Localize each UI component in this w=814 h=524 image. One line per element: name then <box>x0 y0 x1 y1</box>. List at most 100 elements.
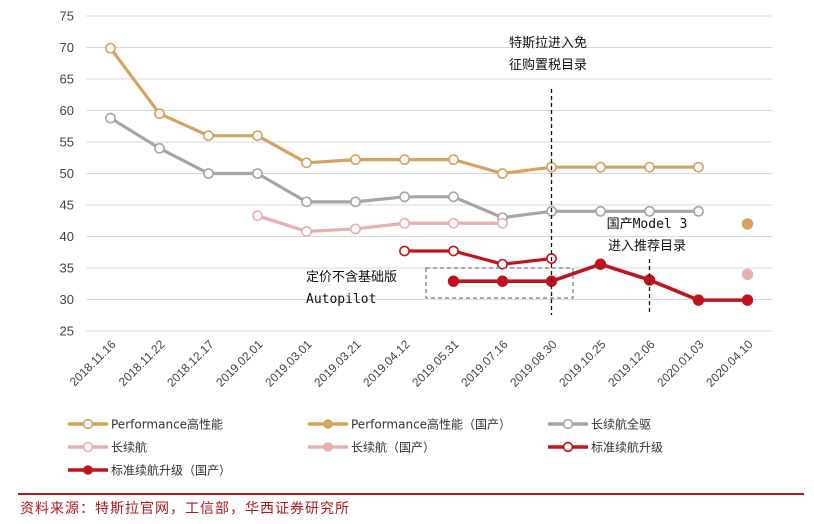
legend-label: Performance高性能（国产） <box>351 417 511 432</box>
annotation-text: Autopilot <box>306 292 376 307</box>
x-tick-label: 2020.01.03 <box>654 337 707 390</box>
data-point <box>105 42 116 54</box>
annotation-text: 定价不含基础版 <box>306 269 397 285</box>
y-tick-label: 55 <box>60 135 74 150</box>
legend-marker <box>82 441 94 453</box>
x-tick-label: 2018.11.22 <box>116 337 168 389</box>
y-tick-label: 75 <box>60 9 74 24</box>
x-tick-label: 2019.05.31 <box>409 337 462 390</box>
x-tick-label: 2019.04.12 <box>360 337 413 390</box>
x-tick-label: 2019.07.16 <box>458 337 511 390</box>
y-tick-label: 50 <box>60 166 74 181</box>
source-divider <box>18 493 804 495</box>
series-5 <box>399 245 557 270</box>
data-point <box>301 196 312 208</box>
source-note: 资料来源：特斯拉官网，工信部，华西证券研究所 <box>20 501 350 517</box>
data-point <box>448 191 459 203</box>
y-tick-label: 65 <box>60 72 74 87</box>
data-point <box>252 130 263 142</box>
x-tick-label: 2019.08.30 <box>507 337 560 390</box>
series-4 <box>741 268 754 280</box>
y-tick-label: 60 <box>60 103 74 118</box>
annotation-text: 特斯拉进入免 <box>509 36 587 51</box>
data-point <box>693 205 704 217</box>
data-point <box>595 205 606 217</box>
data-point <box>448 245 459 257</box>
legend-label: 长续航全驱 <box>591 417 651 432</box>
series-3 <box>252 210 508 237</box>
legend-label: 长续航（国产） <box>351 440 435 455</box>
series-layer <box>105 42 754 306</box>
data-point <box>350 223 361 235</box>
data-point <box>154 142 165 154</box>
legend: Performance高性能 Performance高性能（国产） 长续航全驱长续航… <box>68 417 663 478</box>
gridlines <box>86 15 772 332</box>
y-tick-label: 45 <box>60 198 74 213</box>
x-tick-label: 2019.02.01 <box>213 337 266 390</box>
data-point <box>693 161 704 173</box>
annotation-text: 征购置税目录 <box>509 57 587 73</box>
legend-label: Performance高性能 <box>111 417 223 432</box>
y-tick-label: 70 <box>60 40 74 55</box>
data-point <box>741 268 754 280</box>
legend-label: 标准续航升级 <box>591 440 663 455</box>
legend-marker <box>323 442 333 452</box>
data-point <box>595 161 606 173</box>
series-0 <box>105 42 704 179</box>
data-point <box>203 130 214 142</box>
x-tick-label: 2020.04.10 <box>703 337 756 390</box>
data-point <box>301 157 312 169</box>
data-point <box>399 217 410 229</box>
data-point <box>741 218 754 230</box>
data-point <box>496 275 509 287</box>
data-point <box>447 275 460 287</box>
data-point <box>203 168 214 179</box>
data-point <box>399 191 410 203</box>
series-line <box>404 249 552 266</box>
data-point <box>692 294 705 306</box>
legend-marker <box>83 465 93 475</box>
series-1 <box>741 218 754 230</box>
series-6 <box>447 258 754 306</box>
x-tick-label: 2018.12.17 <box>164 337 217 390</box>
legend-label: 标准续航升级（国产） <box>111 463 231 478</box>
data-point <box>448 154 459 166</box>
data-point <box>644 161 655 173</box>
legend-item: 长续航（国产） <box>308 440 435 455</box>
legend-label: 长续航 <box>111 440 147 455</box>
legend-item: 长续航全驱 <box>548 417 651 432</box>
highlight-box <box>425 267 574 299</box>
data-point <box>154 108 165 120</box>
y-tick-label: 30 <box>60 292 74 307</box>
x-tick-label: 2019.03.21 <box>311 337 364 390</box>
y-tick-label: 35 <box>60 261 74 276</box>
legend-item: 长续航 <box>68 440 147 455</box>
annotation-text: 国产Model 3 <box>607 217 688 232</box>
data-point <box>594 258 607 270</box>
data-point <box>497 258 508 270</box>
data-point <box>448 217 459 229</box>
data-point <box>644 205 655 217</box>
data-point <box>350 154 361 166</box>
x-tick-label: 2018.11.16 <box>67 337 119 389</box>
legend-item: 标准续航升级 <box>548 440 663 455</box>
data-point <box>497 217 508 229</box>
x-tick-label: 2019.12.06 <box>605 337 658 390</box>
data-point <box>399 245 410 257</box>
series-line <box>257 214 503 234</box>
data-point <box>105 112 116 124</box>
legend-marker <box>323 419 333 429</box>
data-point <box>350 196 361 208</box>
data-point <box>252 210 263 222</box>
legend-item: Performance高性能（国产） <box>308 417 511 432</box>
data-point <box>252 168 263 179</box>
data-point <box>301 226 312 237</box>
x-tick-label: 2019.10.25 <box>556 337 609 390</box>
legend-item: 标准续航升级（国产） <box>68 463 231 478</box>
data-point <box>399 154 410 166</box>
data-point <box>497 168 508 179</box>
annotation-text: 进入推荐目录 <box>608 239 686 254</box>
legend-marker <box>82 418 94 430</box>
